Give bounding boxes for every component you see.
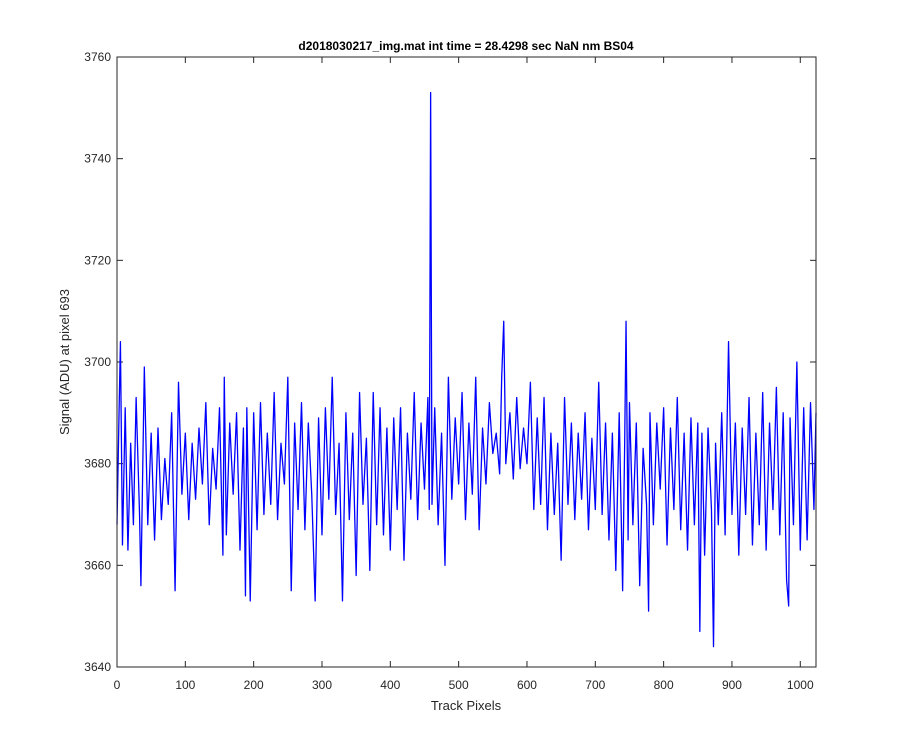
- y-tick-label: 3700: [84, 355, 111, 369]
- y-tick-label: 3760: [84, 50, 111, 64]
- x-tick-label: 500: [449, 678, 469, 692]
- x-tick-label: 1000: [787, 678, 814, 692]
- data-line: [116, 91, 817, 648]
- x-axis-label: Track Pixels: [431, 698, 502, 713]
- y-tick-label: 3680: [84, 457, 111, 471]
- x-tick-label: 0: [114, 678, 121, 692]
- y-tick-label: 3720: [84, 253, 111, 267]
- x-tick-label: 800: [654, 678, 674, 692]
- x-tick-label: 900: [722, 678, 742, 692]
- x-tick-label: 400: [380, 678, 400, 692]
- y-tick-label: 3640: [84, 660, 111, 674]
- x-tick-label: 600: [517, 678, 537, 692]
- y-tick-label: 3740: [84, 152, 111, 166]
- x-tick-label: 300: [312, 678, 332, 692]
- y-tick-label: 3660: [84, 558, 111, 572]
- plot-frame: [116, 56, 817, 668]
- y-axis-label: Signal (ADU) at pixel 693: [57, 289, 72, 435]
- x-tick-label: 200: [244, 678, 264, 692]
- x-tick-label: 100: [175, 678, 195, 692]
- x-tick-label: 700: [585, 678, 605, 692]
- chart-title: d2018030217_img.mat int time = 28.4298 s…: [298, 39, 634, 53]
